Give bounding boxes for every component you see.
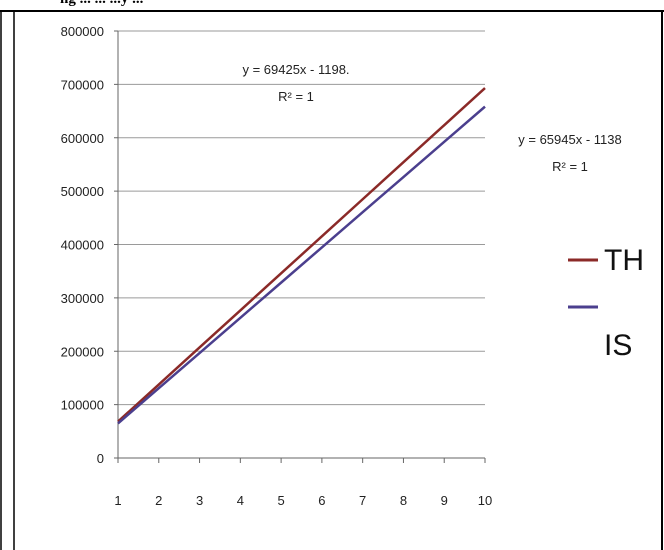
y-tick-label: 0 <box>97 451 104 466</box>
x-tick-label: 7 <box>359 493 366 508</box>
trendline-equation-th: y = 69425x - 1198. <box>242 62 349 77</box>
x-tick-label: 2 <box>155 493 162 508</box>
x-tick-label: 5 <box>277 493 284 508</box>
figure-caption: ng ... ... ...y ... <box>60 0 143 8</box>
x-tick-label: 8 <box>400 493 407 508</box>
x-tick-label: 1 <box>114 493 121 508</box>
y-tick-label: 600000 <box>61 131 104 146</box>
legend-label-th: TH <box>604 244 644 277</box>
r-squared-th: R² = 1 <box>278 89 314 104</box>
caption-strip: ng ... ... ...y ... <box>0 0 664 10</box>
y-tick-label: 800000 <box>61 24 104 39</box>
series-line-is <box>117 105 486 425</box>
y-tick-label: 500000 <box>61 184 104 199</box>
x-tick-label: 4 <box>237 493 244 508</box>
legend-label-is: IS <box>604 329 632 362</box>
y-tick-label: 200000 <box>61 344 104 359</box>
x-tick-label: 6 <box>318 493 325 508</box>
y-tick-label: 300000 <box>61 291 104 306</box>
series-line-th <box>117 87 486 423</box>
y-tick-label: 100000 <box>61 398 104 413</box>
r-squared-is: R² = 1 <box>552 159 588 174</box>
y-tick-label: 400000 <box>61 238 104 253</box>
x-tick-label: 9 <box>441 493 448 508</box>
trendline-equation-is: y = 65945x - 1138 <box>518 132 621 147</box>
x-tick-label: 10 <box>478 493 492 508</box>
y-tick-label: 700000 <box>61 77 104 92</box>
x-tick-label: 3 <box>196 493 203 508</box>
